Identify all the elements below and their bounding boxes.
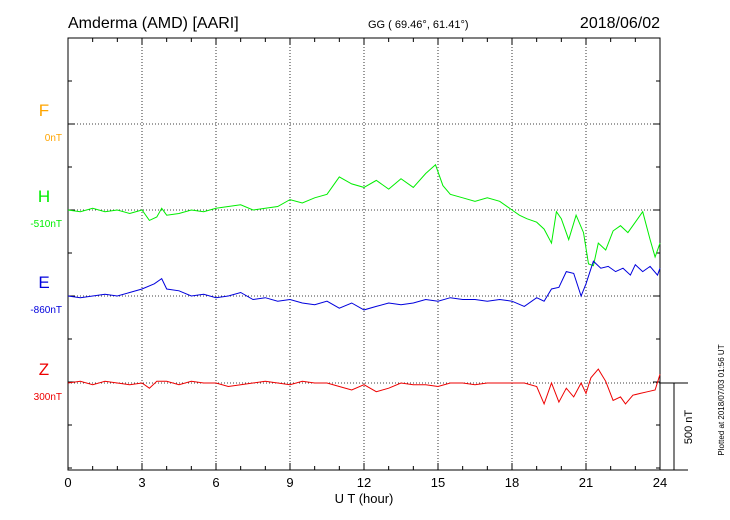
x-tick-label: 21	[579, 475, 593, 490]
x-tick-label: 18	[505, 475, 519, 490]
series-baseline-f: 0nT	[45, 133, 62, 144]
scale-bar-label: 500 nT	[683, 410, 695, 445]
x-tick-label: 24	[653, 475, 667, 490]
station-title: Amderma (AMD) [AARI]	[68, 15, 239, 32]
series-baseline-z: 300nT	[34, 392, 62, 403]
series-name-e: E	[38, 273, 49, 292]
y-axis-ticks	[68, 80, 660, 469]
series-line-h	[67, 163, 661, 267]
series-name-h: H	[38, 187, 50, 206]
series-name-f: F	[39, 101, 49, 120]
grid-lines	[68, 38, 660, 470]
series-lines	[67, 163, 661, 406]
scale-bar: 500 nT	[660, 382, 695, 471]
x-tick-label: 12	[357, 475, 371, 490]
x-tick-label: 6	[212, 475, 219, 490]
series-baseline-e: -860nT	[30, 305, 62, 316]
series-line-e	[67, 260, 661, 311]
plotted-at-note: Plotted at 2018/07/03 01:56 UT	[717, 344, 726, 455]
x-axis-label: U T (hour)	[335, 491, 394, 506]
series-name-z: Z	[39, 360, 49, 379]
series-baseline-h: -510nT	[30, 219, 62, 230]
station-coordinates: GG ( 69.46°, 61.41°)	[368, 19, 469, 31]
x-tick-label: 9	[286, 475, 293, 490]
series-labels: F 0nT H -510nT E -860nT Z 300nT	[30, 101, 62, 403]
series-line-z	[67, 368, 661, 406]
x-tick-label: 3	[138, 475, 145, 490]
x-tick-label: 15	[431, 475, 445, 490]
plot-date: 2018/06/02	[580, 15, 660, 32]
x-axis-ticks: 0 3 6 9 12 15 18 21 24	[64, 38, 667, 490]
x-tick-label: 0	[64, 475, 71, 490]
